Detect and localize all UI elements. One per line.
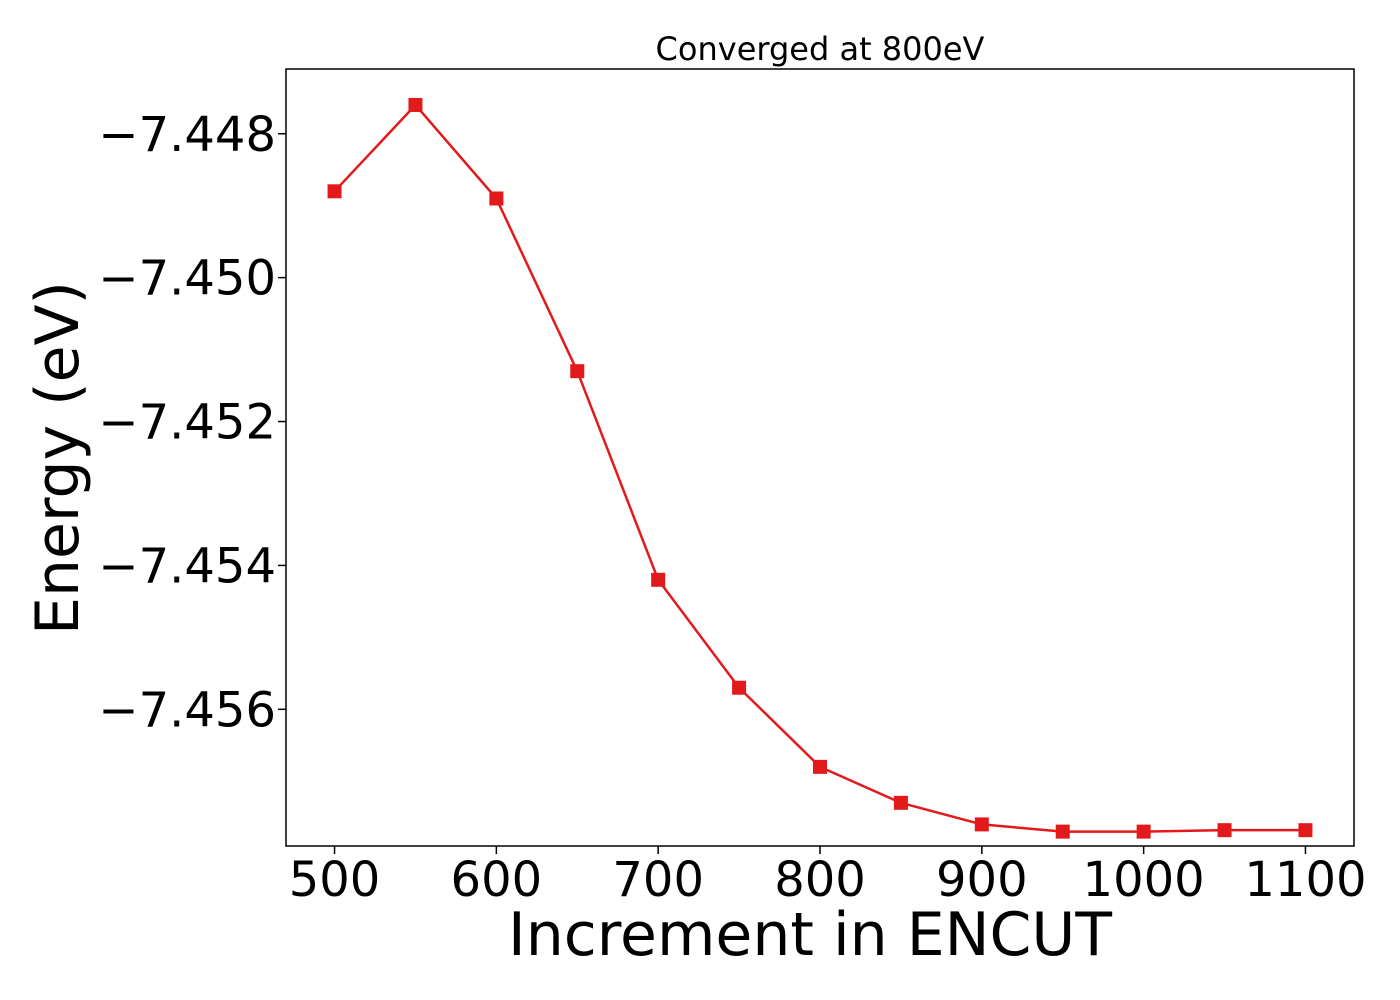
data-point-marker [1217, 823, 1232, 838]
x-tick-label: 1100 [1244, 852, 1366, 908]
data-point-marker [489, 191, 504, 206]
x-tick-label: 500 [289, 852, 381, 908]
x-tick-label: 600 [451, 852, 543, 908]
y-tick-label: −7.448 [98, 107, 276, 163]
y-axis-label: Energy (eV) [23, 281, 93, 635]
y-axis-ticks: −7.448 −7.450 −7.452 −7.454 −7.456 [98, 107, 286, 738]
y-tick-label: −7.454 [98, 538, 276, 594]
data-point-marker [1136, 824, 1151, 839]
x-tick-label: 700 [612, 852, 704, 908]
y-tick-label: −7.452 [98, 395, 276, 451]
plot-frame [285, 68, 1355, 847]
data-point-marker [327, 184, 342, 199]
y-tick-label: −7.450 [98, 251, 276, 307]
data-point-marker [732, 680, 747, 695]
data-point-marker [651, 572, 666, 587]
x-axis-label: Increment in ENCUT [508, 900, 1112, 970]
data-point-marker [408, 97, 423, 112]
chart-title: Converged at 800eV [656, 30, 985, 68]
data-point-marker [570, 364, 585, 379]
x-axis-ticks: 500 600 700 800 900 1000 1100 [289, 846, 1367, 908]
data-point-marker [974, 817, 989, 832]
data-point-marker [813, 759, 827, 774]
data-point-marker [1298, 823, 1313, 838]
x-tick-label: 1000 [1083, 852, 1205, 908]
data-point-marker [893, 795, 908, 810]
y-tick-label: −7.456 [98, 682, 276, 738]
x-tick-label: 800 [774, 852, 866, 908]
series-layer [327, 97, 1313, 839]
data-point-marker [1055, 824, 1070, 839]
x-tick-label: 900 [936, 852, 1028, 908]
